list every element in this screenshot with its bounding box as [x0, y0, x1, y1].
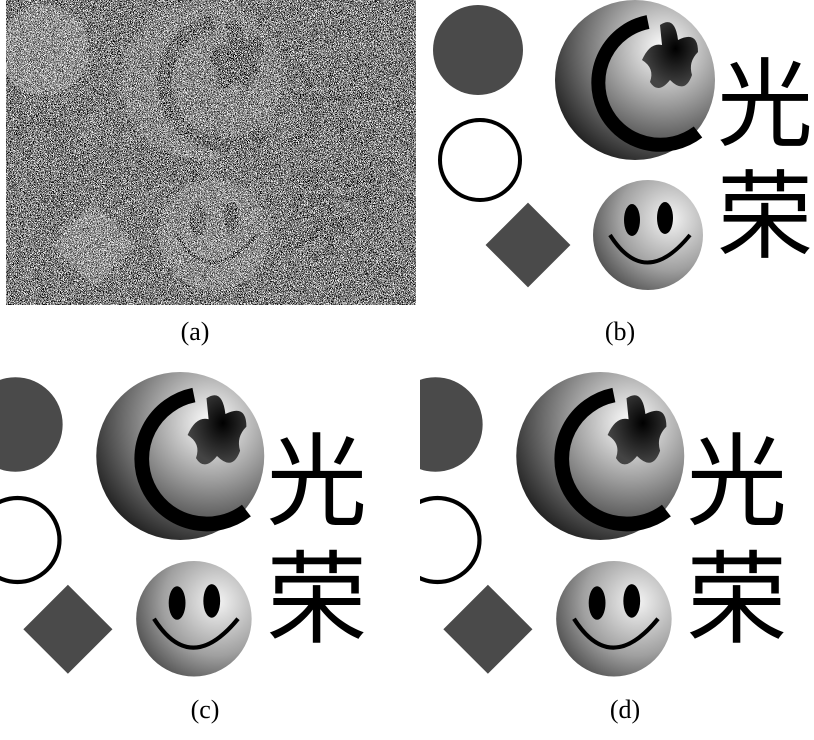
filled-disc — [0, 377, 63, 472]
crescent-band — [591, 15, 703, 152]
panel: 光荣 — [0, 372, 367, 677]
panel: 光荣 — [433, 0, 813, 290]
panel: 光荣 — [6, 0, 416, 305]
panel-image: 光荣 — [420, 372, 787, 677]
glyph: 荣 — [686, 541, 787, 659]
ring — [420, 495, 482, 585]
smiley-eye — [588, 586, 606, 620]
star-shape — [607, 395, 667, 465]
smiley-eye — [203, 584, 221, 618]
star-shape — [642, 22, 698, 89]
crescent-band — [134, 387, 251, 532]
star-shape — [187, 395, 247, 465]
glyph: 荣 — [717, 161, 813, 273]
smiley-sphere — [556, 561, 672, 677]
panel-image: 光荣 — [433, 0, 813, 290]
caption: (c) — [191, 695, 220, 724]
smiley-eye — [623, 584, 641, 618]
glyph: 荣 — [266, 541, 367, 659]
scene: 光荣 — [433, 0, 813, 290]
diamond — [485, 202, 571, 288]
caption: (d) — [610, 695, 640, 724]
scene: 光荣 — [420, 372, 787, 677]
smiley-sphere — [136, 561, 252, 677]
crescent-band — [554, 387, 671, 532]
smiley-mouth — [608, 233, 692, 265]
glyph: 光 — [266, 423, 367, 541]
smiley-eye — [168, 586, 186, 620]
ring — [438, 118, 522, 202]
panel-image: 光荣 — [0, 372, 367, 677]
smiley-eye — [624, 204, 640, 236]
caption: (a) — [181, 317, 210, 346]
noise-overlay — [6, 0, 416, 305]
scene: 光荣 — [0, 372, 367, 677]
smiley-mouth — [572, 617, 660, 650]
glyph: 光 — [717, 49, 813, 161]
filled-disc — [433, 5, 523, 95]
caption: (b) — [605, 317, 635, 346]
diamond — [23, 584, 113, 674]
smiley-mouth — [152, 617, 240, 650]
panel: 光荣 — [420, 372, 787, 677]
panel-image: 光荣 — [6, 0, 416, 305]
ring — [0, 495, 62, 585]
filled-disc — [420, 377, 483, 472]
glyph: 光 — [686, 423, 787, 541]
diamond — [443, 584, 533, 674]
smiley-eye — [657, 202, 673, 234]
smiley-sphere — [593, 180, 703, 290]
